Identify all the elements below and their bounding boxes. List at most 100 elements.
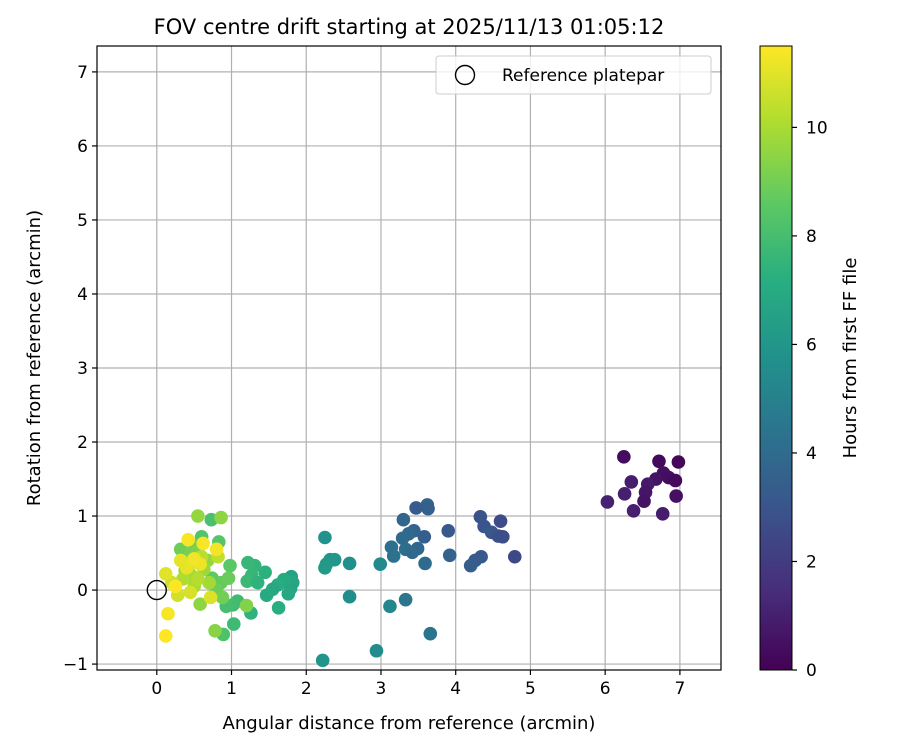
data-point <box>203 590 218 605</box>
data-point <box>342 589 357 604</box>
y-tick-label: 4 <box>77 285 88 305</box>
data-point <box>183 585 198 600</box>
data-point <box>423 626 438 641</box>
data-point <box>271 601 286 615</box>
colorbar-tick-label: 8 <box>806 227 817 247</box>
x-tick-label: 1 <box>226 679 237 699</box>
data-point <box>671 455 686 469</box>
data-point <box>418 556 432 571</box>
data-point <box>507 549 522 564</box>
colorbar-gradient <box>759 45 793 671</box>
data-point <box>161 606 175 621</box>
data-point <box>398 592 413 607</box>
data-point <box>196 536 210 551</box>
data-points <box>158 450 686 668</box>
data-point <box>342 556 357 571</box>
x-axis-ticks: 0 1 2 3 4 5 6 7 <box>151 670 685 699</box>
data-point <box>240 574 255 588</box>
y-axis-label: Rotation from reference (arcmin) <box>24 210 45 506</box>
data-point <box>318 530 332 545</box>
data-point <box>281 586 296 601</box>
data-point <box>239 598 254 613</box>
legend-box <box>435 55 712 95</box>
colorbar-ticks: 0 2 4 6 8 10 <box>792 118 828 681</box>
data-point <box>637 494 651 509</box>
data-point <box>441 524 456 538</box>
data-point <box>617 487 632 501</box>
x-tick-label: 3 <box>376 679 387 699</box>
plot-area-frame <box>96 45 722 671</box>
data-point <box>193 597 207 611</box>
x-axis-label: Angular distance from reference (arcmin) <box>223 713 596 734</box>
data-point <box>409 501 423 515</box>
data-point <box>187 552 201 566</box>
colorbar-tick-label: 2 <box>806 552 817 572</box>
data-point <box>158 629 173 643</box>
data-point <box>386 549 401 563</box>
y-tick-label: −1 <box>63 655 88 675</box>
data-point <box>600 495 615 509</box>
legend: Reference platepar <box>435 55 712 95</box>
data-point <box>179 561 194 575</box>
y-tick-label: 5 <box>77 211 88 231</box>
data-point <box>259 588 274 603</box>
chart-title: FOV centre drift starting at 2025/11/13 … <box>154 15 665 39</box>
colorbar-tick-label: 10 <box>806 118 828 138</box>
data-point <box>463 558 478 573</box>
colorbar-tick-label: 0 <box>806 661 817 681</box>
colorbar: 0 2 4 6 8 10 Hours from first FF file <box>759 45 861 681</box>
x-tick-label: 0 <box>151 679 162 699</box>
data-point <box>405 545 420 560</box>
colorbar-tick-label: 4 <box>806 444 817 464</box>
y-tick-label: 6 <box>77 137 88 157</box>
x-tick-label: 4 <box>450 679 461 699</box>
data-point <box>369 643 384 658</box>
x-tick-label: 7 <box>674 679 685 699</box>
legend-entry-reference-platepar: Reference platepar <box>502 66 664 86</box>
y-tick-label: 3 <box>77 359 88 379</box>
y-tick-label: 0 <box>77 581 88 601</box>
data-point <box>652 454 666 469</box>
y-tick-label: 2 <box>77 433 88 453</box>
data-point <box>191 572 205 586</box>
y-axis-ticks: −1 0 1 2 3 4 5 6 7 <box>63 63 97 675</box>
colorbar-label: Hours from first FF file <box>840 258 861 459</box>
data-point <box>258 565 272 580</box>
data-point <box>315 653 330 668</box>
legend-marker-icon <box>454 64 476 86</box>
x-tick-label: 2 <box>301 679 312 699</box>
data-point <box>209 542 224 557</box>
data-point <box>396 512 411 527</box>
x-tick-label: 6 <box>600 679 611 699</box>
data-point <box>417 529 432 544</box>
y-tick-label: 1 <box>77 507 88 527</box>
data-point <box>214 510 228 525</box>
data-point <box>202 575 216 590</box>
data-point <box>215 590 230 605</box>
data-point <box>624 475 639 489</box>
data-point <box>318 561 332 575</box>
data-point <box>495 529 510 544</box>
data-point <box>373 557 388 571</box>
data-point <box>168 579 183 594</box>
data-point <box>442 548 457 563</box>
data-point <box>493 514 508 529</box>
data-point <box>208 623 222 638</box>
data-point <box>221 571 236 586</box>
data-point <box>617 450 631 464</box>
data-point <box>191 509 205 523</box>
data-point <box>181 532 195 547</box>
x-tick-label: 5 <box>525 679 536 699</box>
data-point <box>223 558 237 573</box>
colorbar-tick-label: 6 <box>806 335 817 355</box>
data-point <box>241 555 255 570</box>
data-point <box>158 566 173 581</box>
data-point <box>250 575 265 590</box>
data-point <box>668 473 683 488</box>
data-point <box>383 599 397 614</box>
data-point <box>421 501 435 516</box>
data-point <box>226 617 241 631</box>
y-tick-label: 7 <box>77 63 88 83</box>
data-point <box>655 507 670 521</box>
